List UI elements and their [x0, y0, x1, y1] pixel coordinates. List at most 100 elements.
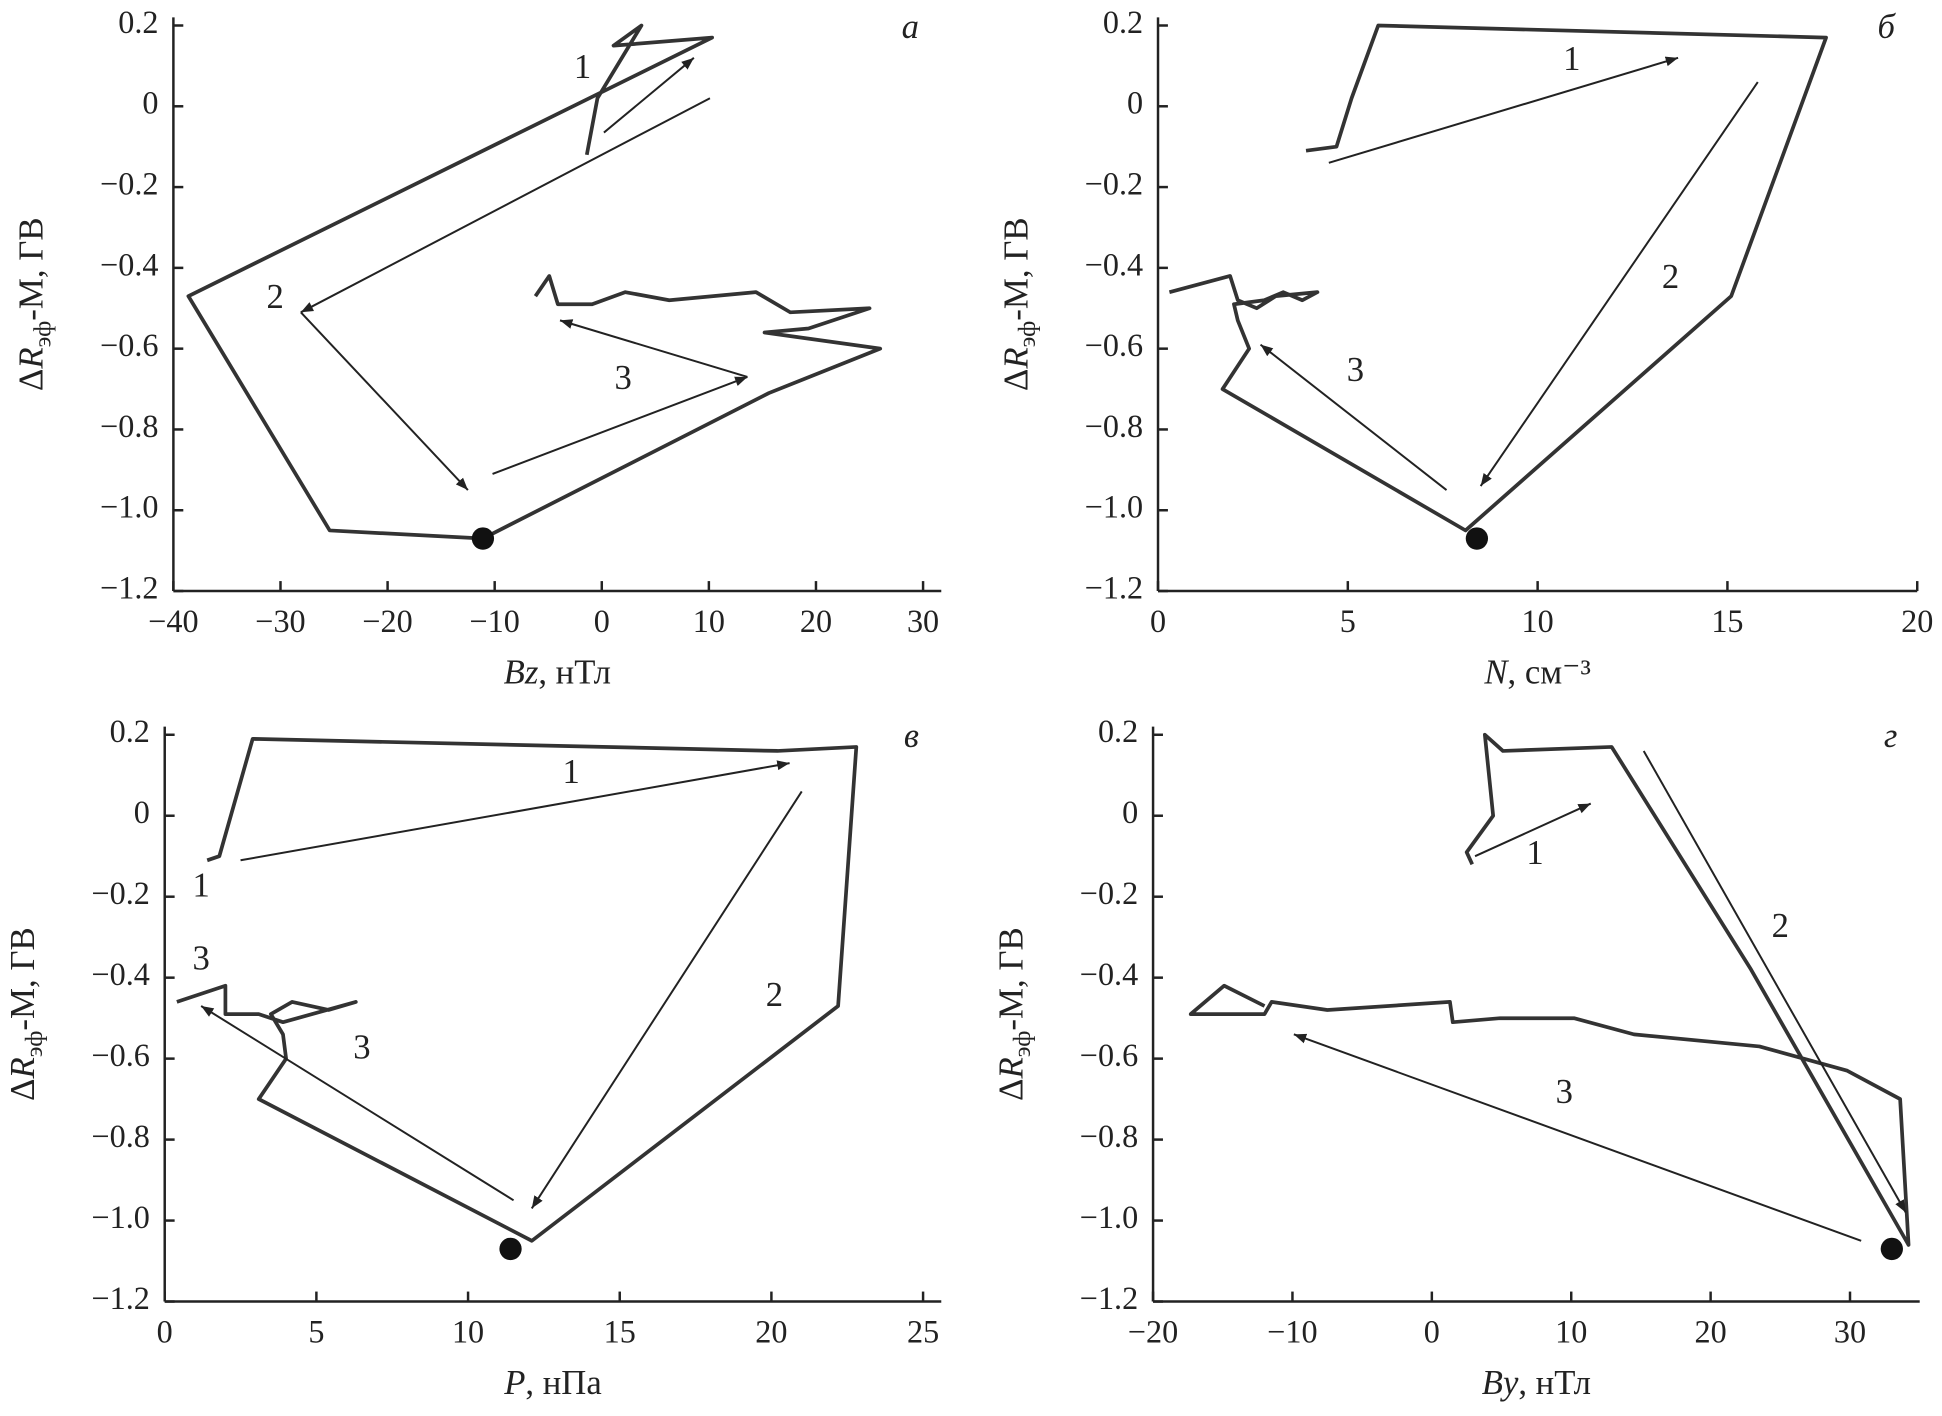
y-tick-label: −1.0 — [1085, 489, 1143, 525]
x-label-symbol: N — [1483, 653, 1509, 692]
x-tick-label: −10 — [1267, 1313, 1317, 1349]
y-tick-label: −0.6 — [1080, 1037, 1138, 1073]
y-tick-label: 0.2 — [110, 713, 150, 749]
x-axis-label: P, нПа — [503, 1363, 602, 1402]
y-label-delta: Δ — [996, 369, 1035, 391]
panel-label: а — [902, 7, 919, 46]
x-tick-label: −30 — [255, 603, 305, 639]
panel-label: г — [1884, 716, 1898, 755]
x-axis-label: By, нТл — [1482, 1363, 1591, 1402]
y-tick-label: −0.6 — [91, 1037, 149, 1073]
y-tick-label: 0 — [1122, 794, 1138, 830]
y-tick-label: −0.4 — [1085, 246, 1143, 282]
x-tick-label: 20 — [1901, 603, 1933, 639]
y-tick-label: −0.8 — [1085, 408, 1143, 444]
annotation: 3 — [192, 938, 209, 977]
y-tick-label: −0.6 — [100, 327, 158, 363]
y-axis-label: ΔRэф-M, ГВ — [12, 217, 57, 391]
annotation: 1 — [563, 752, 580, 791]
x-axis-label: N, см⁻³ — [1483, 653, 1590, 692]
x-tick-label: −40 — [148, 603, 198, 639]
annotation: 2 — [766, 975, 783, 1014]
y-tick-label: −0.2 — [1080, 875, 1138, 911]
y-label-symbol: R — [3, 1057, 42, 1079]
x-label-symbol: P — [503, 1363, 525, 1402]
y-axis-label: ΔRэф-M, ГВ — [991, 927, 1036, 1101]
x-tick-label: 25 — [907, 1313, 939, 1349]
x-tick-label: 5 — [1340, 603, 1356, 639]
y-tick-label: −0.8 — [100, 408, 158, 444]
y-tick-label: −0.8 — [91, 1118, 149, 1154]
y-label-rest: -M, ГВ — [996, 217, 1035, 320]
y-tick-label: −0.2 — [1085, 165, 1143, 201]
y-label-symbol: R — [996, 347, 1035, 369]
marker-point — [1465, 527, 1489, 550]
x-label-unit: , нТл — [1518, 1363, 1591, 1402]
y-tick-label: 0 — [142, 85, 158, 121]
y-label-subscript: эф — [1009, 1031, 1036, 1058]
x-tick-label: 10 — [693, 603, 725, 639]
y-label-rest: -M, ГВ — [12, 217, 51, 320]
annotation: 3 — [353, 1027, 370, 1066]
y-label-subscript: эф — [1014, 321, 1041, 348]
x-tick-label: 0 — [1424, 1313, 1440, 1349]
y-tick-label: −0.4 — [100, 246, 158, 282]
panel-label: б — [1877, 7, 1896, 46]
y-tick-label: −0.2 — [100, 165, 158, 201]
x-tick-label: 0 — [594, 603, 610, 639]
x-tick-label: −20 — [362, 603, 412, 639]
x-tick-label: 20 — [800, 603, 832, 639]
y-label-delta: Δ — [991, 1079, 1030, 1101]
arrow — [1259, 343, 1448, 491]
arrow — [559, 319, 748, 378]
y-tick-label: 0.2 — [118, 4, 158, 40]
x-tick-label: 0 — [157, 1313, 173, 1349]
x-label-symbol: By — [1482, 1363, 1519, 1402]
arrow — [200, 1005, 515, 1202]
x-tick-label: 30 — [907, 603, 939, 639]
y-tick-label: −1.0 — [1080, 1199, 1138, 1235]
annotation: 1 — [192, 866, 209, 905]
x-tick-label: 5 — [308, 1313, 324, 1349]
y-tick-label: −1.0 — [91, 1199, 149, 1235]
annotation: 1 — [1563, 39, 1580, 78]
annotation: 3 — [615, 358, 632, 397]
marker-point — [499, 1237, 522, 1261]
y-tick-label: 0 — [134, 794, 150, 830]
y-tick-label: −1.2 — [91, 1280, 149, 1316]
x-label-symbol: Bz — [504, 653, 539, 692]
y-label-symbol: R — [12, 347, 51, 369]
y-label-subscript: эф — [29, 321, 56, 348]
y-tick-label: −1.0 — [100, 489, 158, 525]
arrow — [492, 376, 748, 475]
y-tick-label: −0.4 — [1080, 956, 1138, 992]
x-tick-label: 15 — [604, 1313, 636, 1349]
marker-point — [471, 527, 495, 550]
y-label-delta: Δ — [3, 1079, 42, 1101]
x-tick-label: 15 — [1711, 603, 1743, 639]
annotation: 2 — [1772, 906, 1789, 945]
y-axis-label: ΔRэф-M, ГВ — [996, 217, 1041, 391]
x-label-unit: , нПа — [525, 1363, 601, 1402]
trajectory — [186, 23, 883, 541]
x-tick-label: 10 — [1555, 1313, 1587, 1349]
x-tick-label: 30 — [1834, 1313, 1866, 1349]
y-axis-label: ΔRэф-M, ГВ — [3, 927, 48, 1101]
annotation: 2 — [266, 277, 283, 316]
y-tick-label: 0.2 — [1098, 713, 1138, 749]
y-label-subscript: эф — [21, 1031, 48, 1058]
arrow — [300, 311, 469, 491]
arrow — [1474, 802, 1592, 858]
y-tick-label: 0 — [1127, 85, 1143, 121]
y-tick-label: −1.2 — [1085, 569, 1143, 605]
y-label-symbol: R — [991, 1057, 1030, 1079]
x-tick-label: −10 — [470, 603, 520, 639]
trajectory — [176, 736, 859, 1243]
x-tick-label: 20 — [755, 1313, 787, 1349]
arrow — [1642, 750, 1907, 1213]
y-tick-label: −1.2 — [1080, 1280, 1138, 1316]
y-label-rest: -M, ГВ — [991, 927, 1030, 1030]
x-tick-label: 0 — [1150, 603, 1166, 639]
